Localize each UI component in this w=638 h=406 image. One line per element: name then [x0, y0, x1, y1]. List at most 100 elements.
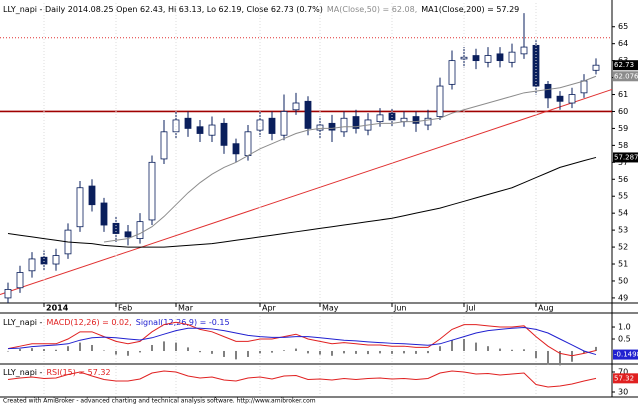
y-tick-label: 65	[618, 22, 628, 31]
title: LLY_napi - Daily 2014.08.25 Open 62.43, …	[3, 5, 323, 14]
histogram-bar	[247, 350, 249, 357]
histogram-bar	[403, 350, 405, 354]
value-marker	[613, 71, 638, 82]
candle-body	[160, 131, 168, 160]
candle-body	[28, 258, 36, 272]
histogram-bar	[103, 350, 105, 351]
y-tick-label: 54	[618, 209, 628, 218]
histogram-bar	[307, 350, 309, 354]
y-tick-label: 52	[618, 243, 628, 252]
histogram-bar	[211, 350, 213, 354]
candle-body	[424, 117, 432, 126]
y-tick-label: 60	[618, 107, 628, 116]
legend-entry: MACD(12,26) = 0.02,	[46, 318, 131, 327]
x-tick-label: Jun	[393, 304, 407, 313]
histogram-bar	[187, 347, 189, 351]
y-tick-label: 0.5	[618, 335, 631, 344]
candle-body	[340, 117, 348, 133]
histogram-bar	[271, 350, 273, 353]
histogram-bar	[451, 340, 453, 351]
histogram-bar	[79, 342, 81, 351]
histogram-bar	[559, 350, 561, 366]
candle-body	[16, 272, 24, 289]
x-tick-label: Apr	[262, 304, 277, 313]
candle-body	[196, 126, 204, 134]
histogram-bar	[583, 350, 585, 354]
candle-body	[4, 289, 12, 299]
histogram-bar	[199, 350, 201, 353]
value-marker	[613, 373, 638, 384]
histogram-bar	[7, 350, 9, 352]
candle-body	[88, 185, 96, 206]
histogram-bar	[343, 350, 345, 354]
histogram-bar	[31, 348, 33, 351]
legend-entry: MA1(Close,200) = 57.29	[421, 5, 519, 14]
title: LLY_napi -	[3, 318, 43, 327]
histogram-bar	[55, 349, 57, 351]
candle-body	[172, 119, 180, 133]
candle-body	[556, 95, 564, 102]
candle-body	[472, 55, 480, 62]
candle-body	[496, 53, 504, 62]
histogram-bar	[571, 350, 573, 362]
histogram-bar	[223, 350, 225, 357]
histogram-bar	[259, 350, 261, 354]
candle-body	[244, 131, 252, 156]
histogram-bar	[175, 342, 177, 351]
histogram-bar	[487, 346, 489, 351]
histogram-bar	[367, 350, 369, 355]
candle-body	[304, 100, 312, 129]
x-tick-label: Mar	[178, 304, 194, 313]
line-series	[7, 156, 597, 248]
histogram-bar	[115, 350, 117, 355]
candle-body	[76, 187, 84, 228]
line-series	[7, 370, 597, 388]
legend-entry: MA(Close,50) = 62.08,	[327, 5, 417, 14]
x-tick-label: 2014	[46, 304, 69, 313]
y-tick-label: 61	[618, 90, 628, 99]
histogram-bar	[91, 344, 93, 351]
candle-body	[412, 116, 420, 124]
candle-body	[376, 114, 384, 123]
y-tick-label: 59	[618, 124, 628, 133]
candle-body	[232, 143, 240, 155]
histogram-bar	[547, 350, 549, 365]
y-tick-label: 30	[618, 388, 628, 397]
panel-title: LLY_napi - Daily 2014.08.25 Open 62.43, …	[3, 5, 519, 14]
histogram-bar	[295, 348, 297, 351]
candle-body	[592, 64, 600, 71]
candle-body	[520, 46, 528, 55]
y-tick-label: 49	[618, 293, 628, 302]
y-tick-label: 50	[618, 276, 628, 285]
line-series	[103, 75, 597, 243]
histogram-bar	[535, 350, 537, 359]
histogram-bar	[511, 349, 513, 351]
value-marker	[613, 152, 638, 163]
histogram-bar	[379, 350, 381, 354]
candle-body	[448, 60, 456, 85]
footer: Created with AmiBroker - advanced charti…	[3, 398, 316, 405]
candle-body	[436, 85, 444, 117]
x-tick-label: May	[322, 304, 339, 313]
value-marker-label: 57.32	[614, 374, 634, 382]
legend-entry: Signal(12,26,9) = -0.15	[136, 318, 230, 327]
candle-body	[256, 119, 264, 131]
histogram-bar	[319, 350, 321, 355]
x-tick-label: Feb	[118, 304, 132, 313]
candle-body	[508, 51, 516, 63]
value-marker-label: 62.73	[614, 61, 634, 69]
candle-body	[148, 161, 156, 221]
candle-body	[580, 80, 588, 94]
panel: LLY_napi - MACD(12,26) = 0.02, Signal(12,2…	[3, 318, 638, 366]
histogram-bar	[595, 346, 597, 351]
histogram-bar	[439, 346, 441, 351]
histogram-bar	[283, 350, 285, 351]
candle-body	[136, 221, 144, 239]
x-tick-label: Jul	[465, 304, 476, 313]
histogram-bar	[331, 350, 333, 356]
histogram-bar	[151, 344, 153, 351]
y-tick-label: 64	[618, 39, 628, 48]
